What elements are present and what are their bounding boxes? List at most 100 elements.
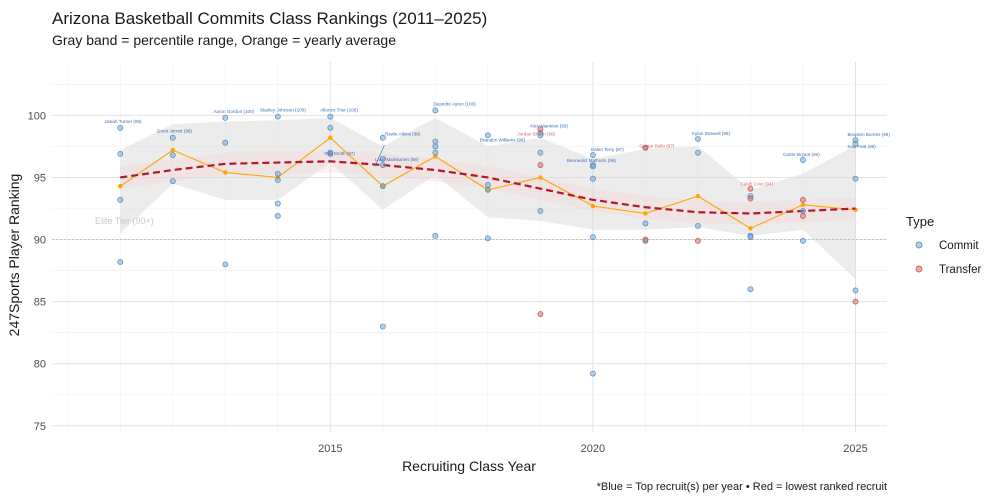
commit-point (117, 196, 124, 203)
commit-point (432, 143, 439, 150)
point-label: Rawle Alkins (98) (385, 132, 421, 137)
point-labels: Josiah Turner (99) Grant Jerrett (98) Aaro… (104, 101, 890, 186)
commit-point (800, 208, 806, 214)
commit-point (484, 186, 491, 193)
point-label: Koa Peat (98) (847, 144, 876, 149)
transfer-point (800, 213, 806, 219)
commit-point (484, 182, 491, 188)
y-tick-label: 80 (34, 359, 46, 371)
point-label: Lauri Markkanen (98) (375, 157, 419, 162)
commit-point (274, 213, 281, 219)
commit-point (537, 208, 544, 214)
commit-point (747, 234, 754, 240)
commit-point (590, 163, 596, 170)
commit-point (379, 323, 386, 330)
plot-points (117, 107, 859, 377)
commit-point (117, 150, 124, 157)
commit-point (484, 235, 491, 242)
point-label: Grant Jerrett (98) (157, 129, 193, 134)
point-label: Brandon Williams (98) (480, 137, 526, 142)
transfer-point (695, 237, 701, 244)
commit-point (695, 149, 701, 156)
commit-point (747, 286, 754, 293)
point-label: Allonzo Trier (100) (320, 108, 358, 113)
commit-point (169, 178, 176, 185)
commit-point (590, 370, 596, 377)
commit-point (379, 134, 386, 141)
y-tick-label: 85 (34, 297, 46, 309)
point-label: Ray Smith (97) (324, 151, 355, 156)
yearly-average-point (800, 202, 806, 207)
commit-point (537, 149, 544, 156)
transfer-point (537, 162, 544, 168)
commit-point (852, 141, 859, 147)
transfer-point (642, 144, 649, 151)
commit-point (274, 113, 281, 120)
commit-point (800, 237, 806, 244)
y-axis-ticks: 75 80 85 90 95 100 (28, 110, 46, 432)
yearly-average-point (695, 193, 701, 199)
yearly-average-point (748, 226, 753, 231)
commit-point (590, 152, 596, 159)
yearly-average-point (590, 203, 596, 209)
point-label: Jordan Brown (98) (517, 131, 555, 136)
point-label: Aaron Gordon (100) (213, 109, 254, 114)
point-label: Nico Mannion (99) (530, 123, 568, 128)
commit-point (169, 152, 176, 159)
commit-point (327, 113, 334, 120)
point-label: Carter Bryant (96) (783, 152, 820, 157)
point-label: Kylan Boswell (98) (692, 131, 731, 136)
transfer-point (800, 196, 806, 203)
yearly-average-point (223, 170, 228, 175)
commit-point (537, 132, 544, 139)
transfer-point (537, 126, 544, 132)
point-label: Brayden Burries (98) (847, 132, 890, 137)
commit-point (590, 175, 596, 182)
commit-point (379, 155, 386, 162)
point-label: Deandre Ayton (100) (433, 101, 476, 106)
y-tick-label: 75 (34, 421, 46, 433)
transfer-point (537, 311, 544, 317)
commit-point (432, 107, 439, 114)
x-tick-label: 2020 (581, 443, 605, 455)
y-tick-label: 100 (28, 110, 46, 122)
yearly-average-point (643, 211, 648, 216)
yearly-average-point (538, 175, 543, 180)
commit-point (695, 222, 701, 229)
commit-point (590, 234, 596, 240)
yearly-average-point (328, 135, 333, 140)
transfer-point (747, 185, 754, 192)
y-tick-label: 95 (34, 172, 46, 184)
transfer-point (852, 298, 859, 305)
x-tick-label: 2015 (318, 443, 342, 455)
chart-subtitle: Gray band = percentile range, Orange = y… (52, 32, 396, 48)
chart-title: Arizona Basketball Commits Class Ranking… (52, 9, 487, 28)
point-label: Stanley Johnson (100) (260, 108, 306, 113)
point-label: Oumar Ballo (97) (639, 144, 674, 149)
trend-line (120, 160, 856, 215)
point-label: Bennedict Mathurin (96) (567, 158, 616, 163)
yearly-average-point (170, 147, 175, 153)
commit-point (327, 150, 334, 157)
commit-point (117, 124, 124, 131)
commit-point (117, 258, 124, 265)
commit-point (274, 200, 281, 207)
commit-point (274, 177, 281, 183)
commit-point (222, 139, 229, 146)
point-label: Caleb Love (94) (740, 182, 773, 187)
commit-point (432, 149, 439, 156)
plot-grid (52, 62, 887, 432)
legend-key-commit (915, 241, 923, 249)
point-label: Josiah Turner (99) (104, 119, 142, 124)
commit-point (379, 183, 386, 190)
commit-point (800, 157, 806, 163)
legend-title: Type (906, 214, 934, 229)
commit-point (432, 138, 439, 145)
commit-point (432, 232, 439, 239)
transfer-point (747, 195, 754, 202)
commit-point (642, 220, 649, 227)
commit-point (695, 136, 701, 142)
commit-point (852, 287, 859, 294)
commit-point (169, 134, 176, 141)
